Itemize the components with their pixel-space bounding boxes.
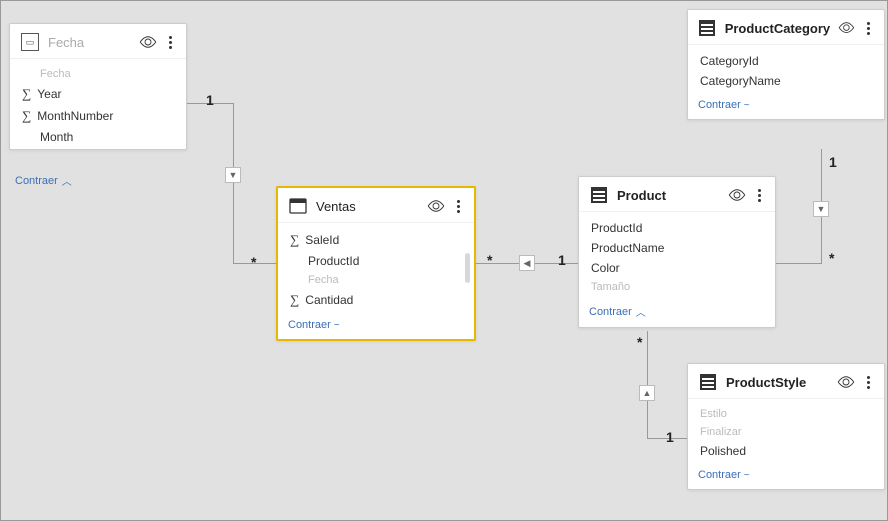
eye-icon[interactable]	[838, 21, 855, 35]
table-icon	[698, 372, 718, 392]
field-row[interactable]: ProductName	[579, 238, 775, 258]
table-title: ProductCategory	[725, 21, 830, 36]
table-icon	[698, 18, 717, 38]
kebab-icon[interactable]	[165, 36, 176, 49]
field-row[interactable]: Fecha	[278, 271, 474, 289]
collapse-link[interactable]: Contraer	[278, 313, 474, 339]
eye-icon[interactable]	[728, 188, 746, 202]
table-title: Product	[617, 188, 720, 203]
eye-icon[interactable]	[139, 35, 157, 49]
collapse-link[interactable]: Contraer	[579, 298, 775, 327]
eye-icon[interactable]	[427, 199, 445, 213]
field-row[interactable]: ProductId	[579, 218, 775, 238]
field-row[interactable]: ∑MonthNumber	[10, 105, 186, 127]
collapse-link[interactable]: Contraer	[688, 463, 884, 489]
calendar-icon	[288, 196, 308, 216]
table-header: ProductCategory	[688, 10, 884, 45]
sigma-icon: ∑	[22, 108, 31, 124]
table-header: Product	[579, 177, 775, 212]
field-row[interactable]: Month	[10, 127, 186, 147]
field-row[interactable]: Polished	[688, 441, 884, 461]
table-header: Ventas	[278, 188, 474, 223]
scrollbar[interactable]	[465, 253, 470, 283]
relationship-arrow-icon: ◀	[519, 255, 535, 271]
field-list: Estilo Finalizar Polished	[688, 399, 884, 463]
field-row[interactable]: Estilo	[688, 405, 884, 423]
cardinality-many: *	[487, 252, 492, 268]
kebab-icon[interactable]	[863, 376, 874, 389]
table-header: ProductStyle	[688, 364, 884, 399]
field-row[interactable]: ProductId	[278, 251, 474, 271]
cardinality-one: 1	[558, 252, 566, 268]
field-list: CategoryId CategoryName	[688, 45, 884, 93]
field-row[interactable]: Finalizar	[688, 423, 884, 441]
cardinality-one: 1	[829, 154, 837, 170]
kebab-icon[interactable]	[754, 189, 765, 202]
sigma-icon: ∑	[290, 292, 299, 308]
collapse-link[interactable]: Contraer	[688, 93, 884, 119]
field-row[interactable]: CategoryName	[688, 71, 884, 91]
sigma-icon: ∑	[22, 86, 31, 102]
kebab-icon[interactable]	[453, 200, 464, 213]
cardinality-one: 1	[206, 92, 214, 108]
cardinality-many: *	[251, 254, 256, 270]
field-row[interactable]: ∑Year	[10, 83, 186, 105]
table-ventas[interactable]: Ventas ∑SaleId ProductId Fecha ∑Cantidad…	[276, 186, 476, 341]
sigma-icon: ∑	[290, 232, 299, 248]
field-row[interactable]: Tamaño	[579, 278, 775, 296]
table-product[interactable]: Product ProductId ProductName Color Tama…	[578, 176, 776, 328]
table-productcategory[interactable]: ProductCategory CategoryId CategoryName …	[687, 9, 885, 120]
field-list: ProductId ProductName Color Tamaño	[579, 212, 775, 298]
field-row[interactable]: CategoryId	[688, 51, 884, 71]
relationship-arrow-icon: ▼	[225, 167, 241, 183]
field-row[interactable]: Color	[579, 258, 775, 278]
field-row[interactable]: Fecha	[10, 65, 186, 83]
eye-icon[interactable]	[837, 375, 855, 389]
collapse-link[interactable]: Contraer	[5, 167, 82, 196]
cardinality-one: 1	[666, 429, 674, 445]
relationship-arrow-icon: ▲	[639, 385, 655, 401]
relationship-arrow-icon: ▼	[813, 201, 829, 217]
table-title: Fecha	[48, 35, 131, 50]
cardinality-many: *	[637, 334, 642, 350]
table-icon	[589, 185, 609, 205]
table-productstyle[interactable]: ProductStyle Estilo Finalizar Polished C…	[687, 363, 885, 490]
cardinality-many: *	[829, 250, 834, 266]
relationship-line	[233, 103, 234, 263]
table-header: ▭ Fecha	[10, 24, 186, 59]
field-list: ∑SaleId ProductId Fecha ∑Cantidad	[278, 223, 474, 313]
kebab-icon[interactable]	[863, 22, 874, 35]
table-title: Ventas	[316, 199, 419, 214]
field-row[interactable]: ∑Cantidad	[278, 289, 474, 311]
calendar-icon: ▭	[20, 32, 40, 52]
relationship-line	[776, 263, 822, 264]
field-list: Fecha ∑Year ∑MonthNumber Month	[10, 59, 186, 149]
field-row[interactable]: ∑SaleId	[278, 229, 474, 251]
table-fecha[interactable]: ▭ Fecha Fecha ∑Year ∑MonthNumber Month	[9, 23, 187, 150]
table-title: ProductStyle	[726, 375, 829, 390]
